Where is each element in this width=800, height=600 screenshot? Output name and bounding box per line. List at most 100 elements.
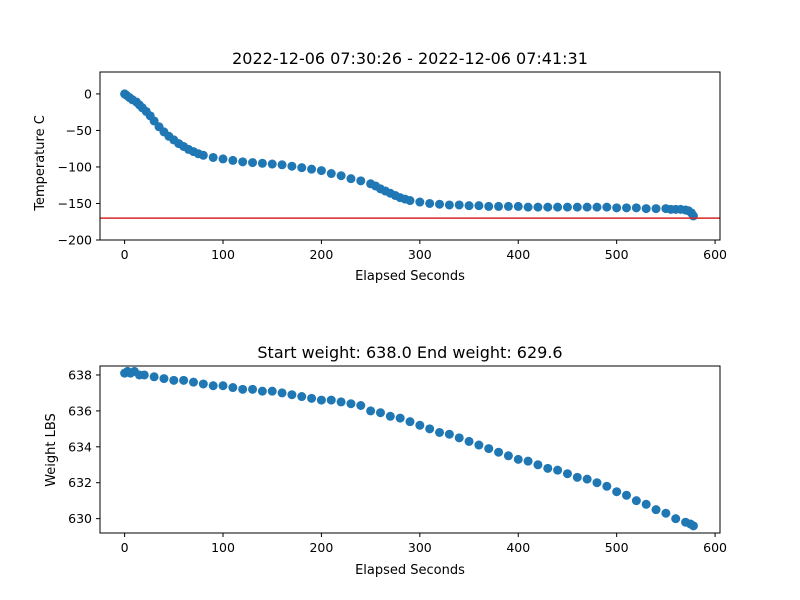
weight-data-point — [513, 454, 523, 464]
temperature-x-axis-label: Elapsed Seconds — [355, 269, 465, 284]
weight-data-point — [688, 521, 698, 531]
temperature-data-point — [612, 203, 622, 213]
temperature-data-point — [454, 200, 464, 210]
temperature-plot-frame — [99, 71, 721, 241]
temperature-data-point — [297, 163, 307, 173]
temperature-data-point — [513, 201, 523, 211]
weight-data-point — [435, 427, 445, 437]
weight-y-tick-label: 634 — [68, 439, 92, 454]
weight-data-point — [208, 381, 218, 391]
weight-data-point — [671, 514, 681, 524]
temperature-data-point — [356, 176, 366, 186]
weight-data-point — [523, 456, 533, 466]
temperature-x-tick-label: 300 — [408, 247, 432, 262]
weight-x-tick-label: 400 — [506, 540, 530, 555]
temperature-y-tick-label: −50 — [66, 123, 92, 138]
weight-data-point — [612, 487, 622, 497]
temperature-data-point — [602, 202, 612, 212]
temperature-data-point — [267, 159, 277, 169]
weight-x-tick-label: 100 — [211, 540, 235, 555]
temperature-chart-title: 2022-12-06 07:30:26 - 2022-12-06 07:41:3… — [232, 49, 588, 68]
weight-x-tick-label: 300 — [408, 540, 432, 555]
weight-y-tick-label: 630 — [68, 511, 92, 526]
weight-data-point — [631, 496, 641, 506]
temperature-x-tick-label: 0 — [121, 247, 129, 262]
weight-data-point — [169, 375, 179, 385]
temperature-data-point — [651, 204, 661, 214]
weight-plot-area: 0 100 200 300 400 500 600 630 632 634 636 638 — [68, 365, 727, 555]
temperature-x-tick-label: 100 — [211, 247, 235, 262]
temperature-data-point — [415, 197, 425, 207]
temperature-data-point — [277, 160, 287, 170]
temperature-data-point — [553, 202, 563, 212]
temperature-y-tick-label: −200 — [58, 233, 92, 248]
weight-x-tick-label: 200 — [309, 540, 333, 555]
temperature-x-tick-label: 200 — [309, 247, 333, 262]
weight-data-point — [651, 505, 661, 515]
temperature-data-point — [405, 196, 415, 206]
weight-data-point — [622, 490, 632, 500]
weight-chart: Start weight: 638.0 End weight: 629.6 0 1… — [44, 343, 727, 578]
weight-data-point — [257, 386, 267, 396]
weight-data-point — [444, 429, 454, 439]
weight-data-point — [366, 406, 376, 416]
temperature-data-point — [572, 202, 582, 212]
weight-data-point — [179, 375, 189, 385]
weight-y-tick-label: 632 — [68, 475, 92, 490]
weight-data-point — [139, 370, 149, 380]
weight-data-point — [474, 440, 484, 450]
weight-data-point — [562, 469, 572, 479]
weight-data-point — [602, 481, 612, 491]
weight-x-tick-label: 0 — [121, 540, 129, 555]
weight-data-point — [592, 478, 602, 488]
weight-data-point — [159, 374, 169, 384]
temperature-data-point — [326, 169, 336, 179]
temperature-data-point — [484, 201, 494, 211]
weight-data-point — [582, 474, 592, 484]
weight-plot-frame — [99, 365, 721, 534]
weight-chart-title: Start weight: 638.0 End weight: 629.6 — [257, 343, 562, 362]
temperature-data-point — [494, 201, 504, 211]
weight-data-point — [297, 392, 307, 402]
temperature-data-point — [435, 199, 445, 209]
temperature-data-point — [631, 203, 641, 213]
weight-data-point — [277, 388, 287, 398]
weight-data-point — [149, 372, 159, 382]
weight-data-point — [503, 451, 513, 461]
weight-data-point — [405, 417, 415, 427]
weight-x-axis-label: Elapsed Seconds — [355, 563, 465, 578]
temperature-data-point — [474, 201, 484, 211]
temperature-x-tick-label: 600 — [703, 247, 727, 262]
weight-data-point — [661, 508, 671, 518]
weight-data-point — [454, 433, 464, 443]
temperature-data-point — [444, 200, 454, 210]
weight-points — [120, 366, 698, 531]
weight-data-point — [316, 395, 326, 405]
temperature-data-point — [198, 150, 208, 160]
weight-data-point — [238, 384, 248, 394]
temperature-data-point — [562, 202, 572, 212]
weight-data-point — [356, 401, 366, 411]
temperature-data-point — [425, 198, 435, 208]
weight-data-point — [533, 460, 543, 470]
weight-data-point — [218, 381, 228, 391]
weight-data-point — [543, 463, 553, 473]
temperature-data-point — [307, 164, 317, 174]
weight-x-tick-label: 600 — [703, 540, 727, 555]
temperature-data-point — [523, 202, 533, 212]
temperature-y-axis-label: Temperature C — [33, 115, 48, 212]
temperature-data-point — [543, 202, 553, 212]
temperature-chart: 2022-12-06 07:30:26 - 2022-12-06 07:41:3… — [33, 49, 727, 284]
weight-data-point — [228, 383, 238, 393]
temperature-data-point — [346, 174, 356, 184]
weight-data-point — [326, 395, 336, 405]
weight-data-point — [198, 379, 208, 389]
temperature-data-point — [688, 211, 698, 221]
weight-data-point — [346, 399, 356, 409]
weight-data-point — [248, 384, 258, 394]
temperature-data-point — [316, 166, 326, 176]
temperature-y-tick-label: −150 — [58, 196, 92, 211]
weight-data-point — [375, 408, 385, 418]
